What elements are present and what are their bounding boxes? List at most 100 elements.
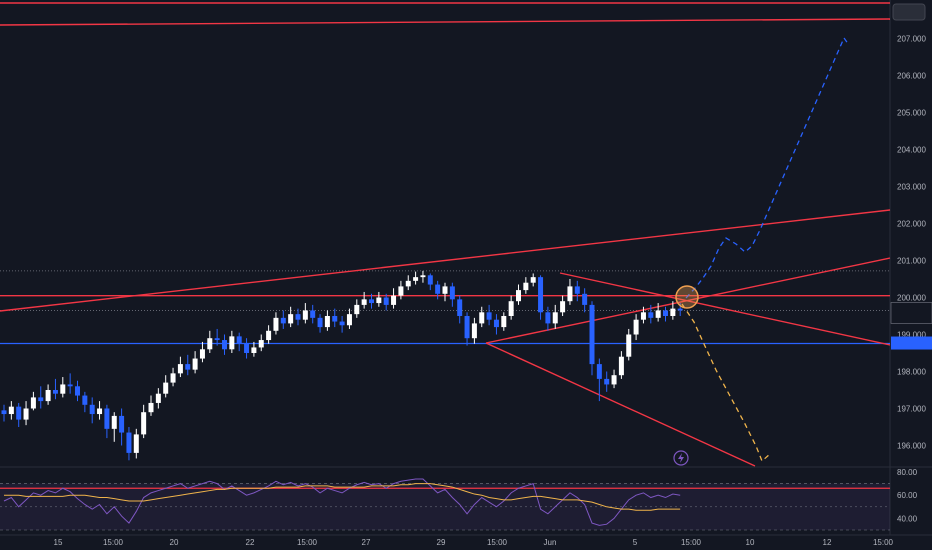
candle[interactable] <box>60 377 66 398</box>
candle[interactable] <box>361 291 367 309</box>
candle[interactable] <box>567 279 573 305</box>
candle[interactable] <box>273 312 279 335</box>
candle[interactable] <box>23 401 29 426</box>
candle[interactable] <box>324 310 330 331</box>
candle[interactable] <box>236 332 242 352</box>
candle[interactable] <box>611 369 617 389</box>
candle[interactable] <box>295 308 301 326</box>
candle[interactable] <box>8 401 14 420</box>
candle[interactable] <box>229 330 235 353</box>
candle[interactable] <box>435 280 441 300</box>
candle[interactable] <box>141 404 147 439</box>
candle[interactable] <box>420 270 426 283</box>
candle[interactable] <box>648 304 654 324</box>
candle[interactable] <box>574 280 580 302</box>
candle[interactable] <box>251 341 257 357</box>
breakout-highlight-circle[interactable] <box>675 285 699 309</box>
candle[interactable] <box>398 280 404 300</box>
candle[interactable] <box>148 395 154 416</box>
candle[interactable] <box>111 412 117 442</box>
candle[interactable] <box>45 384 51 405</box>
candle[interactable] <box>552 304 558 329</box>
candle[interactable] <box>582 288 588 313</box>
candle-body <box>317 317 323 328</box>
candle[interactable] <box>126 427 132 461</box>
candle[interactable] <box>244 338 250 359</box>
candle[interactable] <box>545 306 551 331</box>
candle[interactable] <box>38 386 44 409</box>
candle[interactable] <box>427 273 433 291</box>
candle[interactable] <box>155 388 161 409</box>
candle[interactable] <box>185 354 191 376</box>
candle[interactable] <box>52 378 58 400</box>
rising-channel-line-upper <box>0 209 891 312</box>
candle[interactable] <box>258 334 264 352</box>
candle[interactable] <box>670 301 676 320</box>
rsi-tick-label: 60.00 <box>897 491 918 500</box>
candle[interactable] <box>413 271 419 285</box>
candle[interactable] <box>442 282 448 302</box>
candle[interactable] <box>339 316 345 333</box>
currency-badge[interactable] <box>892 3 926 21</box>
candle[interactable] <box>464 312 470 346</box>
candle[interactable] <box>89 397 95 424</box>
candle[interactable] <box>207 330 213 353</box>
candle[interactable] <box>214 328 220 346</box>
candle[interactable] <box>163 375 169 398</box>
candle[interactable] <box>310 304 316 324</box>
candle[interactable] <box>1 404 7 422</box>
candle[interactable] <box>177 356 183 378</box>
candle[interactable] <box>104 404 110 439</box>
candle[interactable] <box>626 328 632 361</box>
candle[interactable] <box>82 391 88 413</box>
candle[interactable] <box>317 314 323 333</box>
candle[interactable] <box>369 293 374 309</box>
candle[interactable] <box>516 284 521 305</box>
candle[interactable] <box>589 301 595 376</box>
candle[interactable] <box>479 306 485 328</box>
candle[interactable] <box>16 402 22 427</box>
candle[interactable] <box>618 351 624 379</box>
candle[interactable] <box>346 308 352 329</box>
candle[interactable] <box>449 282 455 307</box>
candle[interactable] <box>97 401 103 420</box>
candle[interactable] <box>199 341 205 363</box>
candle[interactable] <box>640 306 646 324</box>
candle[interactable] <box>655 303 661 322</box>
candle[interactable] <box>604 371 610 392</box>
candle[interactable] <box>119 408 125 446</box>
candle[interactable] <box>354 299 360 318</box>
candle[interactable] <box>170 367 176 387</box>
candle[interactable] <box>75 380 80 402</box>
candle[interactable] <box>633 314 639 341</box>
candle[interactable] <box>596 358 602 402</box>
candle[interactable] <box>67 373 73 394</box>
candle[interactable] <box>486 304 492 326</box>
candle[interactable] <box>222 334 227 355</box>
candle[interactable] <box>133 428 139 459</box>
candle[interactable] <box>288 306 294 328</box>
candle[interactable] <box>383 293 389 311</box>
candle[interactable] <box>280 310 286 329</box>
candle[interactable] <box>471 317 477 344</box>
candle[interactable] <box>391 288 397 309</box>
candle[interactable] <box>332 308 338 328</box>
candle[interactable] <box>302 303 308 324</box>
candle[interactable] <box>493 314 499 335</box>
candle[interactable] <box>501 312 507 331</box>
candle[interactable] <box>457 295 463 324</box>
candle[interactable] <box>538 275 544 320</box>
candle[interactable] <box>266 325 272 344</box>
candle[interactable] <box>530 273 536 287</box>
candle[interactable] <box>508 295 514 320</box>
candle-body <box>273 317 279 331</box>
candle[interactable] <box>560 295 566 316</box>
candle[interactable] <box>192 351 198 374</box>
lightning-icon[interactable] <box>673 450 689 466</box>
candle[interactable] <box>405 275 411 291</box>
candle[interactable] <box>663 306 668 322</box>
candle[interactable] <box>523 277 529 294</box>
candle[interactable] <box>376 291 382 307</box>
candle[interactable] <box>30 391 36 411</box>
